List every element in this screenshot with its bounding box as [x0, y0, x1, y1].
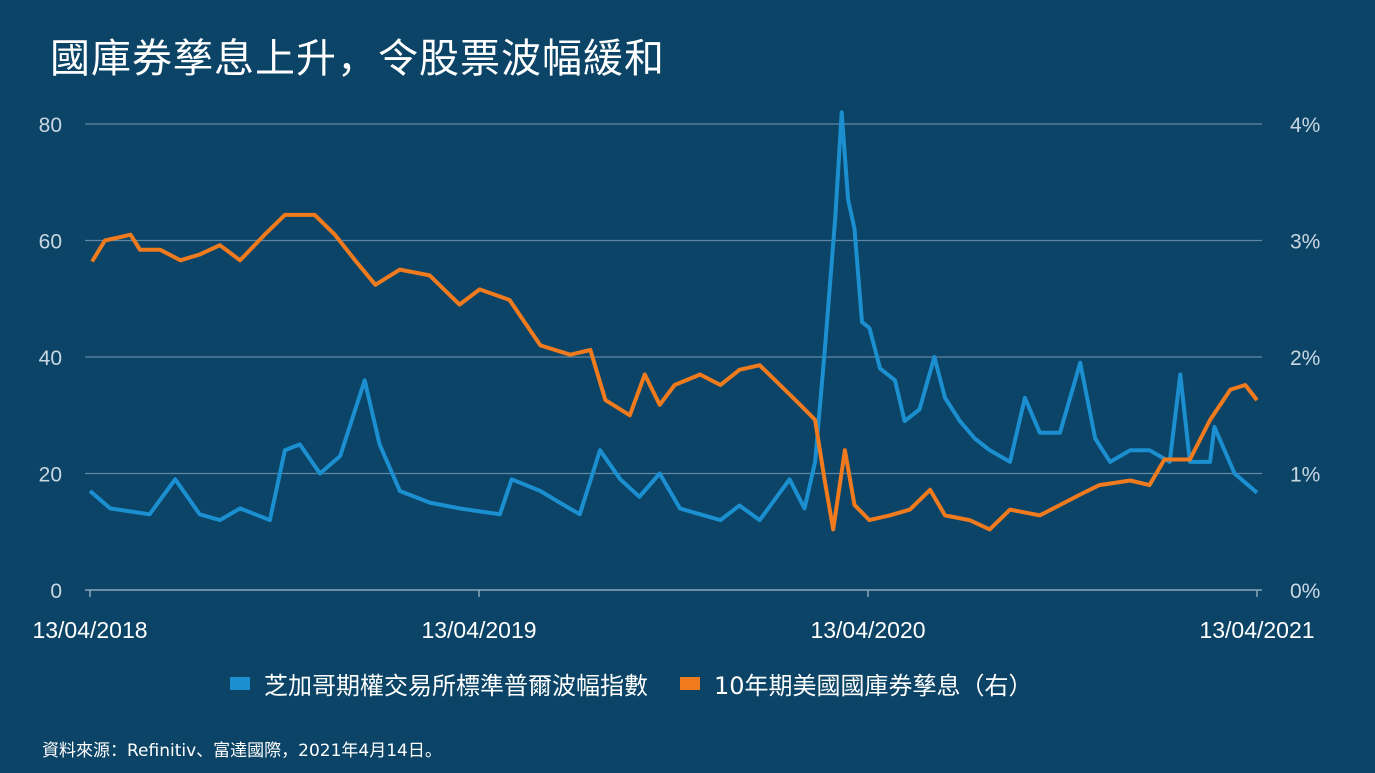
y-right-tick-label: 0%	[1290, 580, 1320, 603]
y-left-tick-label: 0	[50, 580, 62, 603]
y-right-tick-label: 2%	[1290, 347, 1320, 370]
y-right-tick-label: 3%	[1290, 231, 1320, 254]
x-tick-label: 13/04/2020	[810, 617, 925, 643]
x-tick-label: 13/04/2019	[421, 617, 536, 643]
legend: 芝加哥期權交易所標準普爾波幅指數 10年期美國國庫券孳息（右）	[230, 666, 1065, 701]
source-note: 資料來源：Refinitiv、富達國際，2021年4月14日。	[42, 741, 442, 761]
legend-item-vix: 芝加哥期權交易所標準普爾波幅指數	[230, 666, 648, 701]
y-left-tick-label: 80	[39, 114, 62, 137]
legend-swatch-treasury	[680, 677, 700, 690]
y-left-tick-label: 60	[39, 231, 62, 254]
y-right-tick-label: 4%	[1290, 114, 1320, 137]
y-left-tick-label: 20	[39, 464, 62, 487]
x-tick-label: 13/04/2018	[32, 617, 147, 643]
legend-label-treasury: 10年期美國國庫券孳息（右）	[714, 672, 1033, 700]
y-left-tick-label: 40	[39, 347, 62, 370]
x-tick-label: 13/04/2021	[1199, 617, 1314, 643]
page-title: 國庫券孳息上升，令股票波幅緩和	[50, 36, 665, 82]
legend-swatch-vix	[230, 677, 250, 690]
legend-item-treasury: 10年期美國國庫券孳息（右）	[680, 666, 1033, 701]
y-right-tick-label: 1%	[1290, 464, 1320, 487]
vix-series-line	[88, 110, 1259, 523]
legend-label-vix: 芝加哥期權交易所標準普爾波幅指數	[264, 672, 648, 700]
